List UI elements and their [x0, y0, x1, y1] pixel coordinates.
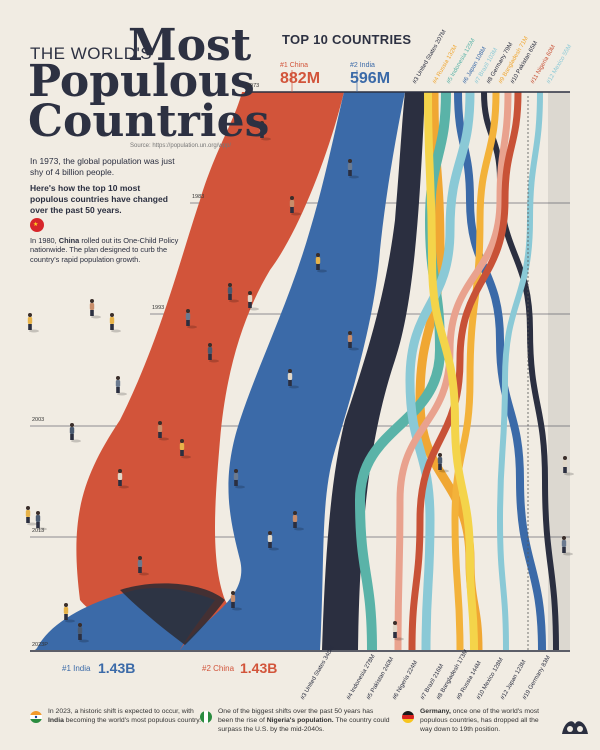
footer-india: In 2023, a historic shift is expected to…: [48, 708, 202, 724]
intro-p2: Here's how the top 10 most populous coun…: [30, 183, 168, 215]
year-label-2003: 2003: [32, 417, 45, 423]
person-figure: [347, 159, 359, 179]
intro-p1: In 1973, the global population was just …: [30, 156, 175, 177]
top-india-value: 596M: [350, 70, 391, 87]
year-label-1983: 1983: [192, 194, 205, 200]
stream-us-light: [424, 91, 478, 651]
nigeria-flag-icon: [200, 710, 212, 728]
person-figure: [233, 469, 245, 489]
svg-text:★: ★: [33, 221, 38, 228]
top-india-rank: #2 India: [350, 62, 375, 69]
stream-mexico: [496, 91, 543, 651]
person-figure: [25, 506, 37, 526]
bottom-china-value: 1.43B: [240, 660, 278, 676]
person-figure: [392, 621, 404, 641]
intro-text: In 1973, the global population was just …: [30, 156, 180, 215]
us-band: [322, 92, 425, 650]
people-decoration: [25, 121, 574, 643]
person-figure: [27, 313, 39, 333]
bottom-india-rank: #1 India: [62, 664, 91, 673]
stream-germany: [481, 91, 559, 651]
stream-brazil: [405, 91, 475, 651]
india-band: [35, 92, 405, 650]
title-line3: Countries: [28, 96, 270, 147]
china-band: [76, 92, 345, 650]
china-note: In 1980, China rolled out its One-Child …: [30, 236, 179, 264]
person-figure: [562, 456, 574, 476]
stream-nigeria: [408, 91, 522, 651]
person-figure: [117, 469, 129, 489]
person-figure: [115, 376, 127, 396]
person-figure: [63, 603, 75, 623]
person-figure: [287, 369, 299, 389]
person-figure: [137, 556, 149, 576]
person-figure: [109, 313, 121, 333]
person-figure: [259, 121, 271, 141]
india-flag-icon: [30, 710, 42, 728]
person-figure: [157, 421, 169, 441]
title-line2: Populous: [28, 56, 255, 107]
stream-bangladesh: [451, 91, 500, 651]
person-figure: [69, 423, 81, 443]
person-figure: [289, 196, 301, 216]
bottom-india-value: 1.43B: [98, 660, 136, 676]
person-figure: [267, 531, 279, 551]
top-china-rank: #1 China: [280, 62, 309, 69]
person-figure: [227, 283, 239, 303]
title-line1-small: THE WORLD'S: [30, 44, 153, 63]
small-country-streams: [354, 91, 559, 651]
person-figure: [347, 331, 359, 351]
germany-flag-icon: [402, 710, 414, 728]
stream-japan: [454, 91, 546, 651]
subtitle: TOP 10 COUNTRIES: [282, 32, 412, 47]
brand-logo-icon: [560, 714, 590, 738]
person-figure: [207, 343, 219, 363]
person-figure: [315, 253, 327, 273]
person-figure: [561, 536, 573, 556]
person-figure: [179, 439, 191, 459]
person-figure: [247, 291, 259, 311]
crossing-overlap: [120, 583, 225, 645]
person-figure: [35, 511, 47, 531]
right-band: [548, 92, 570, 650]
person-figure: [292, 511, 304, 531]
person-figure: [437, 453, 449, 473]
person-figure: [77, 623, 89, 643]
china-flag-icon: ★: [30, 218, 44, 237]
year-label-2023p: 2023P: [32, 642, 48, 648]
bottom-china-rank: #2 China: [202, 664, 235, 673]
year-label-1993: 1993: [152, 305, 165, 311]
year-label-1973: 1973: [247, 83, 260, 89]
person-figure: [185, 309, 197, 329]
footer-germany: Germany, once one of the world's most po…: [420, 708, 540, 733]
person-figure: [230, 591, 242, 611]
top-china-value: 882M: [280, 70, 321, 87]
title-line1-big: Most: [128, 20, 252, 71]
person-figure: [89, 299, 101, 319]
year-label-2013: 2013: [32, 528, 45, 534]
footer-nigeria: One of the biggest shifts over the past …: [218, 708, 390, 733]
source-note: Source: https://population.un.org/wpp/: [130, 143, 232, 149]
